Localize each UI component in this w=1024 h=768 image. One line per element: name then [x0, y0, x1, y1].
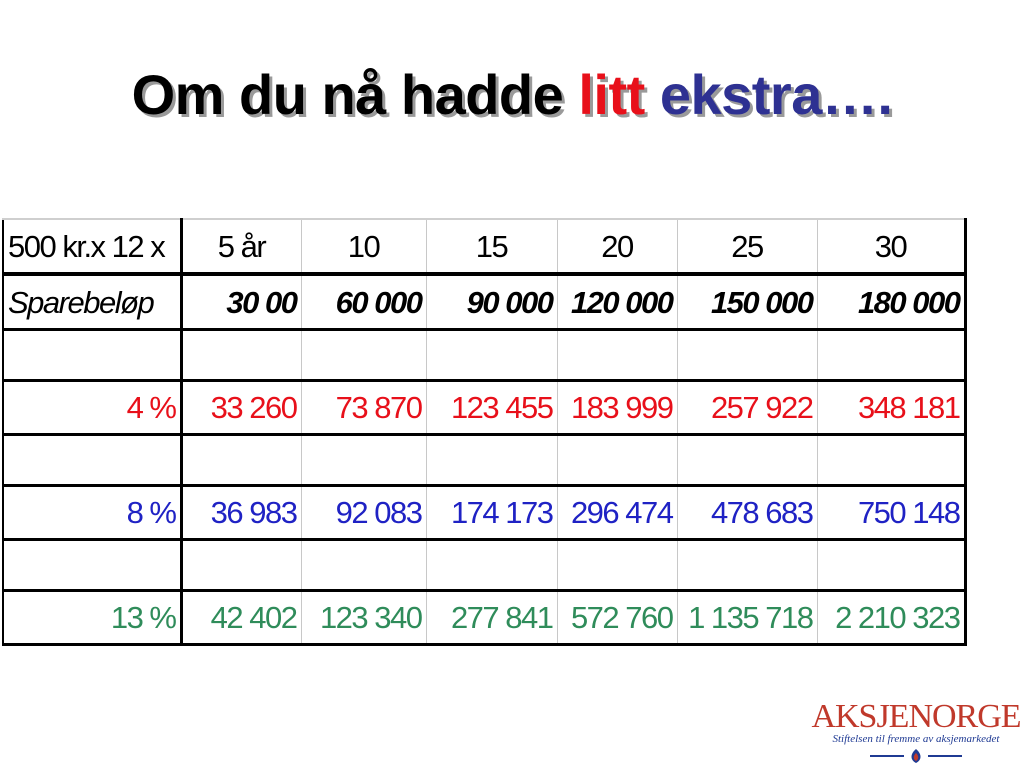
table-cell: 30 00 [180, 273, 302, 331]
title-part-2: litt [578, 63, 645, 126]
table-cell: 33 260 [180, 380, 302, 436]
table-spacer-row [2, 329, 967, 382]
table-row-4-percent: 4 % 33 260 73 870 123 455 183 999 257 92… [2, 380, 967, 436]
table-cell: 60 000 [300, 273, 427, 331]
table-cell: 180 000 [816, 273, 967, 331]
table-cell: 348 181 [816, 380, 967, 436]
logo-name: AKSJENORGE [811, 698, 1021, 735]
table-spacer-row [2, 539, 967, 592]
table-cell: 2 210 323 [816, 590, 967, 646]
table-cell: 73 870 [300, 380, 427, 436]
row-label: Sparebeløp [2, 273, 183, 331]
savings-table: 500 kr.x 12 x 5 år 10 15 20 25 30 Spareb… [2, 218, 967, 646]
table-cell: 277 841 [425, 590, 558, 646]
table-row-sparebelop: Sparebeløp 30 00 60 000 90 000 120 000 1… [2, 273, 967, 331]
logo-tagline: Stiftelsen til fremme av aksjemarkedet [832, 733, 1000, 745]
row-label: 13 % [2, 590, 183, 646]
table-cell: 1 135 718 [676, 590, 818, 646]
logo-mark-icon [870, 749, 962, 763]
header-cell-years-30: 30 [816, 218, 967, 276]
table-cell: 92 083 [300, 485, 427, 541]
table-cell: 90 000 [425, 273, 558, 331]
table-header-row: 500 kr.x 12 x 5 år 10 15 20 25 30 [2, 218, 967, 276]
header-cell-years-15: 15 [425, 218, 558, 276]
table-cell: 296 474 [556, 485, 678, 541]
table-cell: 150 000 [676, 273, 818, 331]
table-cell: 572 760 [556, 590, 678, 646]
table-cell: 478 683 [676, 485, 818, 541]
table-row-13-percent: 13 % 42 402 123 340 277 841 572 760 1 13… [2, 590, 967, 646]
table-cell: 750 148 [816, 485, 967, 541]
table-cell: 42 402 [180, 590, 302, 646]
aksjenorge-logo: AKSJENORGE Stiftelsen til fremme av aksj… [810, 700, 1022, 766]
table-spacer-row [2, 434, 967, 487]
row-label: 8 % [2, 485, 183, 541]
table-cell: 36 983 [180, 485, 302, 541]
header-cell-years-5: 5 år [180, 218, 302, 276]
header-cell-years-10: 10 [300, 218, 427, 276]
table-row-8-percent: 8 % 36 983 92 083 174 173 296 474 478 68… [2, 485, 967, 541]
header-cell-label: 500 kr.x 12 x [2, 218, 183, 276]
table-cell: 120 000 [556, 273, 678, 331]
table-cell: 257 922 [676, 380, 818, 436]
row-label: 4 % [2, 380, 183, 436]
title-part-3: ekstra…. [659, 63, 893, 126]
table-cell: 174 173 [425, 485, 558, 541]
table-cell: 123 455 [425, 380, 558, 436]
table-cell: 183 999 [556, 380, 678, 436]
table-cell: 123 340 [300, 590, 427, 646]
title-part-1: Om du nå hadde [131, 63, 564, 126]
page-title: Om du nå hadde litt ekstra…. [0, 62, 1024, 127]
header-cell-years-25: 25 [676, 218, 818, 276]
header-cell-years-20: 20 [556, 218, 678, 276]
